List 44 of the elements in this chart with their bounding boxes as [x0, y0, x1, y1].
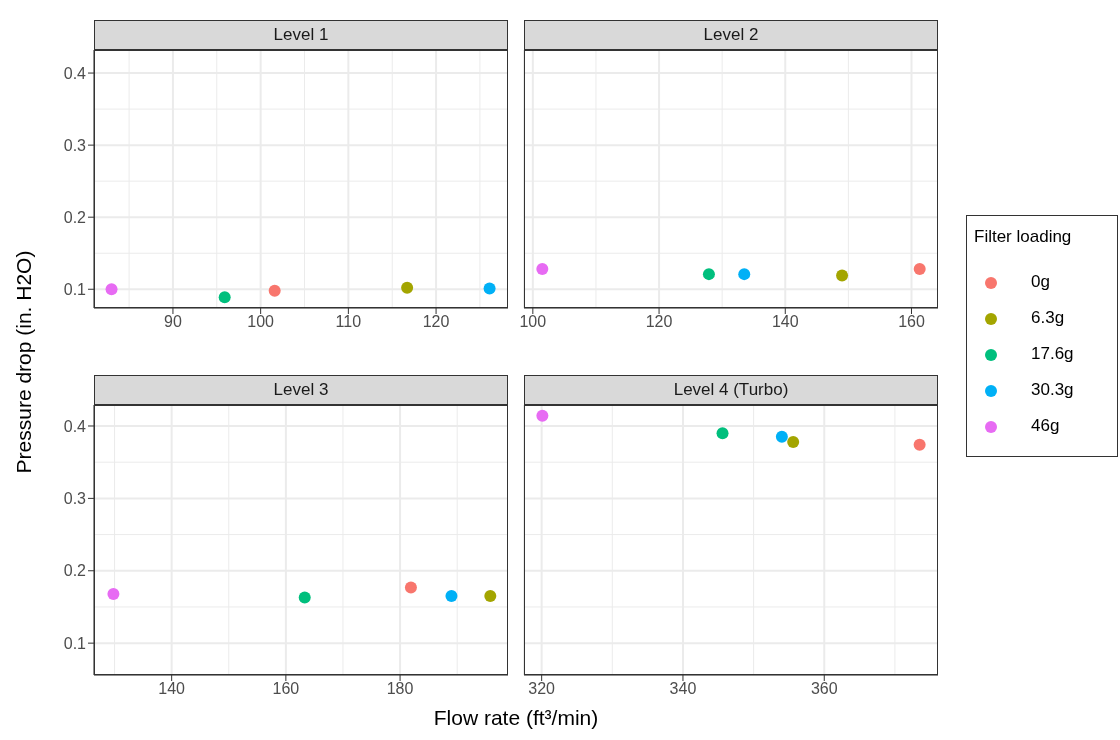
x-tick-label: 320 — [528, 680, 556, 698]
x-tick-label: 160 — [272, 680, 300, 698]
y-tick-label: 0.1 — [63, 634, 87, 652]
y-tick-label: 0.1 — [63, 280, 87, 298]
x-tick-label: 180 — [386, 680, 414, 698]
y-tick-label: 0.3 — [63, 490, 87, 508]
y-tick-label: 0.3 — [63, 136, 87, 154]
point — [775, 430, 788, 443]
x-tick-label: 120 — [645, 313, 673, 331]
x-tick-label: 100 — [519, 313, 547, 331]
point — [484, 590, 497, 603]
point — [913, 438, 926, 451]
x-tick-label: 140 — [771, 313, 799, 331]
legend-label: 46g — [1031, 416, 1060, 435]
point — [298, 591, 311, 604]
x-tick-label: 340 — [669, 680, 697, 698]
x-tick-label: 120 — [422, 313, 450, 331]
x-tick-label: 100 — [247, 313, 275, 331]
point — [445, 590, 458, 603]
legend-label: 6.3g — [1031, 308, 1065, 327]
point — [107, 587, 120, 600]
point — [716, 427, 729, 440]
chart-title: Level 2 — [524, 20, 938, 50]
y-tick-label: 0.2 — [63, 208, 87, 226]
point — [787, 435, 800, 448]
x-tick-label: 90 — [164, 313, 182, 331]
y-tick-label: 0.4 — [63, 417, 87, 435]
legend-label: 30.3g — [1031, 380, 1074, 399]
y-axis-title: Pressure drop (in. H2O) — [12, 250, 36, 474]
point — [404, 581, 417, 594]
legend-label: 0g — [1031, 272, 1050, 291]
legend-label: 17.6g — [1031, 344, 1074, 363]
x-tick-label: 110 — [335, 313, 362, 331]
point — [536, 409, 549, 422]
x-tick-label: 140 — [158, 680, 186, 698]
x-tick-label: 360 — [810, 680, 838, 698]
legend-title: Filter loading — [974, 227, 1072, 247]
x-tick-label: 160 — [898, 313, 925, 331]
x-axis-title: Flow rate (ft³/min) — [433, 706, 599, 730]
chart-title: Level 4 (Turbo) — [524, 375, 938, 405]
chart-title: Level 1 — [94, 20, 508, 50]
y-tick-label: 0.4 — [63, 64, 87, 82]
chart-title: Level 3 — [94, 375, 508, 405]
y-tick-label: 0.2 — [63, 562, 87, 580]
